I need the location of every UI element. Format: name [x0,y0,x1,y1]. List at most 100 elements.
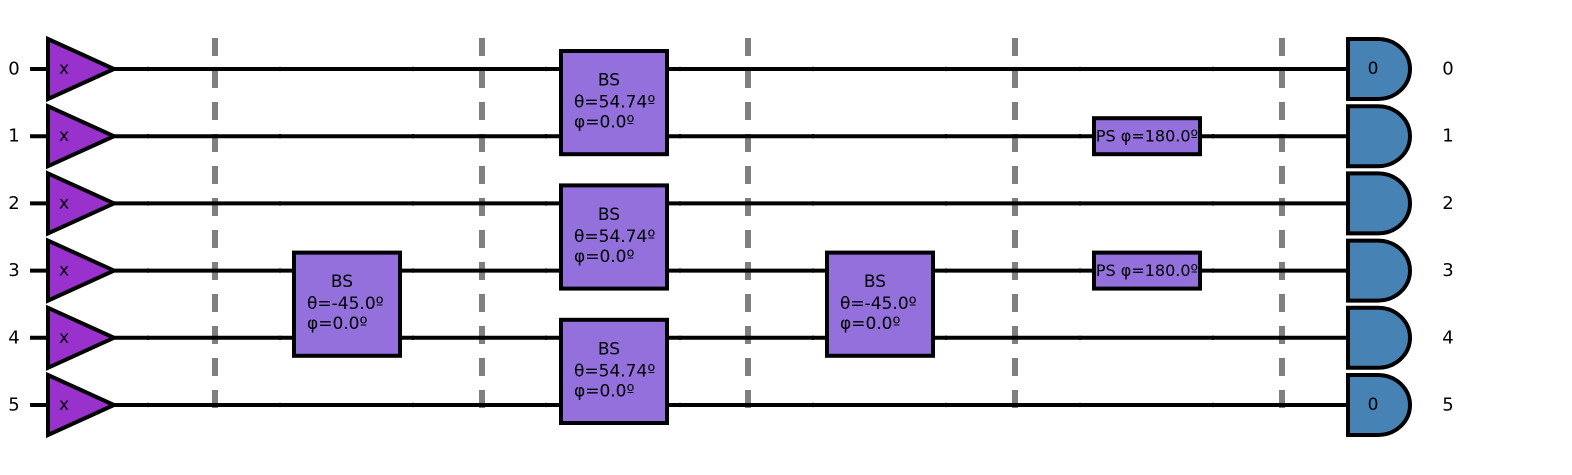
wire-node [677,201,683,206]
detector-0 [1346,37,1412,101]
wire-node [410,134,416,139]
wire-node [1077,66,1083,72]
wire-node [543,335,549,340]
wire-node [1210,268,1216,273]
detector-1 [1346,104,1412,169]
phase-shifter: PS φ=180.0º [1092,116,1202,157]
wire-node [943,402,949,408]
beam-splitter-theta: θ=-45.0º [307,294,384,314]
wire-node [145,402,151,408]
mode-label-right-1: 1 [1442,126,1453,147]
sources-layer: x x x x x x [46,35,119,439]
mode-label-left-2: 2 [8,193,19,214]
photon-source-3 [46,237,119,304]
photon-source-5 [46,371,119,439]
wire-node [277,335,283,340]
wire-node [543,201,549,206]
wire-node [1210,402,1216,408]
mode-label-left-3: 3 [8,260,19,281]
wire-node [1077,268,1083,273]
mode-label-left-5: 5 [8,395,19,416]
mode-label-right-4: 4 [1442,327,1453,348]
wire-node [543,134,549,139]
wires-layer [30,66,1350,408]
wire-node [543,268,549,273]
mode-labels-left: 0 1 2 3 4 5 [8,59,19,416]
wire-node [810,134,816,139]
mode-label-left-4: 4 [8,327,19,348]
beam-splitter: BSθ=-45.0ºφ=0.0º [292,250,402,358]
wire-node [677,402,683,408]
beam-splitter-theta: θ=-45.0º [840,294,917,314]
photon-source-2 [46,170,119,237]
source-label: x [59,193,69,213]
source-label: x [59,126,69,146]
wire-node [1210,335,1216,340]
beam-splitter-box [825,250,935,358]
beam-splitter-name: BS [331,272,353,292]
wire-node [1210,66,1216,72]
wire-node [145,134,151,139]
wire-node [145,66,151,72]
wire-node [277,66,283,72]
wire-node [810,66,816,72]
detector-label: 0 [1368,395,1379,415]
beam-splitter-box [559,183,669,291]
detector-4 [1346,305,1412,370]
wire-node [1077,201,1083,206]
beam-splitter-phi: φ=0.0º [840,314,901,334]
phase-shifter: PS φ=180.0º [1092,250,1202,291]
wire-node [1210,201,1216,206]
wire-node [943,201,949,206]
wire-node [810,335,816,340]
beam-splitter-theta: θ=54.74º [574,227,655,247]
beam-splitter-phi: φ=0.0º [574,247,635,267]
detector-label: 0 [1368,59,1379,79]
beam-splitter-name: BS [864,272,886,292]
wire-node [1077,335,1083,340]
wire-node [810,201,816,206]
wire-node [1210,134,1216,139]
detector-3 [1346,238,1412,303]
detector-5 [1346,373,1412,437]
gates-layer: BSθ=-45.0ºφ=0.0ºBSθ=54.74ºφ=0.0ºBSθ=54.7… [292,49,1202,425]
wire-node [410,201,416,206]
wire-node [145,335,151,340]
beam-splitter-phi: φ=0.0º [574,113,635,133]
beam-splitter-box [559,317,669,425]
wire-node [277,268,283,273]
mode-label-right-2: 2 [1442,193,1453,214]
wire-node [277,134,283,139]
wire-node [1077,402,1083,408]
source-label: x [59,395,69,415]
beam-splitter-box [559,49,669,157]
beam-splitter-theta: θ=54.74º [574,93,655,113]
wire-node [145,268,151,273]
wire-node [410,268,416,273]
wire-node [410,402,416,408]
mode-labels-right: 0 1 2 3 4 5 [1442,59,1453,416]
phase-shifter-box [1092,116,1202,157]
mode-label-left-0: 0 [8,59,19,80]
wire-node [943,66,949,72]
wire-node [810,268,816,273]
source-label: x [59,261,69,281]
detectors-layer: 00 [1346,37,1412,437]
wire-node [277,402,283,408]
wire-node [677,66,683,72]
beam-splitter-phi: φ=0.0º [574,381,635,401]
phase-shifter-box [1092,250,1202,291]
mode-label-left-1: 1 [8,126,19,147]
beam-splitter-theta: θ=54.74º [574,361,655,381]
wire-node [943,268,949,273]
wire-node [543,402,549,408]
wire-node [410,66,416,72]
wire-node [943,134,949,139]
wire-node [277,201,283,206]
wire-node [810,402,816,408]
beam-splitter-box [292,250,402,358]
wire-node [677,134,683,139]
